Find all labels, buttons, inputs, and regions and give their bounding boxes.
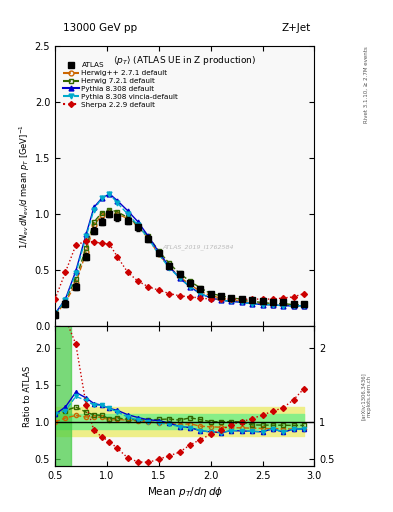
X-axis label: Mean $p_T/d\eta\,d\phi$: Mean $p_T/d\eta\,d\phi$ — [147, 485, 223, 499]
Text: 13000 GeV pp: 13000 GeV pp — [63, 23, 137, 33]
Y-axis label: Ratio to ATLAS: Ratio to ATLAS — [23, 366, 32, 426]
Text: Rivet 3.1.10, ≥ 2.7M events: Rivet 3.1.10, ≥ 2.7M events — [364, 46, 369, 123]
Text: Z+Jet: Z+Jet — [281, 23, 310, 33]
Y-axis label: $1/N_{ev}\,dN_{ev}/d$ mean $p_T$ [GeV]$^{-1}$: $1/N_{ev}\,dN_{ev}/d$ mean $p_T$ [GeV]$^… — [17, 123, 32, 248]
Text: ATLAS_2019_I1762584: ATLAS_2019_I1762584 — [162, 245, 233, 250]
Bar — [55, 326, 71, 466]
Text: $\langle p_T \rangle$ (ATLAS UE in Z production): $\langle p_T \rangle$ (ATLAS UE in Z pro… — [113, 54, 256, 68]
Legend: ATLAS, Herwig++ 2.7.1 default, Herwig 7.2.1 default, Pythia 8.308 default, Pythi: ATLAS, Herwig++ 2.7.1 default, Herwig 7.… — [61, 61, 180, 109]
Text: [arXiv:1306.3436]
mcplots.cern.ch: [arXiv:1306.3436] mcplots.cern.ch — [361, 372, 372, 420]
